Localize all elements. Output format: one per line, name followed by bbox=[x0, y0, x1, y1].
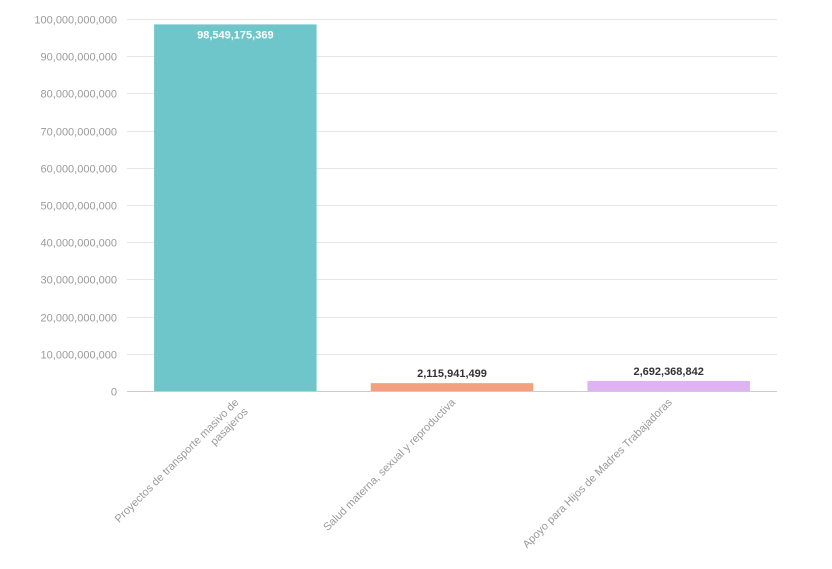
y-tick-label: 90,000,000,000 bbox=[41, 52, 117, 64]
y-tick-label: 0 bbox=[111, 387, 117, 399]
y-tick-label: 50,000,000,000 bbox=[41, 201, 117, 213]
y-tick-label: 30,000,000,000 bbox=[41, 275, 117, 287]
category-labels: Proyectos de transporte masivo depasajer… bbox=[113, 396, 675, 551]
x-tick-label-group: Apoyo para Hijos de Madres Trabajadoras bbox=[521, 396, 676, 551]
bar[interactable] bbox=[370, 383, 534, 391]
y-tick-label: 10,000,000,000 bbox=[41, 350, 117, 362]
x-tick-label-group: Proyectos de transporte masivo depasajer… bbox=[113, 396, 251, 534]
y-tick-label: 70,000,000,000 bbox=[41, 127, 117, 139]
y-tick-label: 40,000,000,000 bbox=[41, 238, 117, 250]
x-tick-label: Apoyo para Hijos de Madres Trabajadoras bbox=[521, 396, 676, 551]
y-tick-label: 100,000,000,000 bbox=[34, 15, 117, 27]
y-tick-label: 20,000,000,000 bbox=[41, 313, 117, 325]
y-tick-label: 80,000,000,000 bbox=[41, 89, 117, 101]
x-tick-label: Salud materna, sexual y reproductiva bbox=[321, 396, 459, 534]
y-tick-label: 60,000,000,000 bbox=[41, 164, 117, 176]
bar-value-label: 98,549,175,369 bbox=[197, 29, 273, 41]
bars bbox=[154, 24, 750, 392]
y-axis-ticks: 0 10,000,000,000 20,000,000,000 30,000,000,… bbox=[34, 15, 117, 399]
x-tick-label: Proyectos de transporte masivo depasajer… bbox=[113, 396, 251, 534]
value-labels: 98,549,175,369 2,115,941,499 2,692,368,842 bbox=[197, 29, 704, 380]
bar-value-label: 2,692,368,842 bbox=[633, 366, 703, 378]
bar[interactable] bbox=[154, 24, 317, 392]
x-tick-label-group: Salud materna, sexual y reproductiva bbox=[321, 396, 459, 534]
bar-value-label: 2,115,941,499 bbox=[417, 368, 487, 380]
bar[interactable] bbox=[587, 380, 750, 391]
